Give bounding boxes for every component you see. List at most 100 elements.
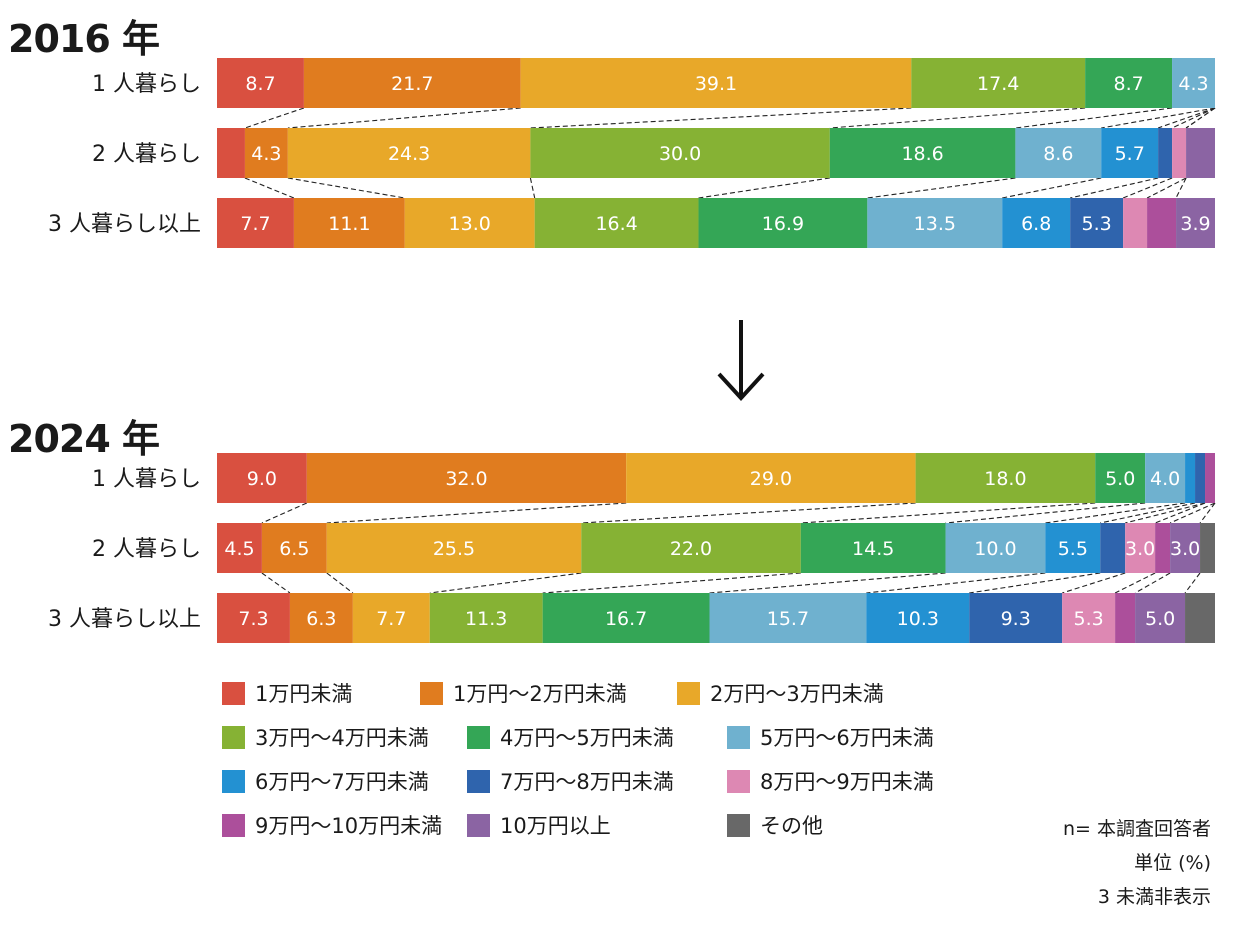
data-label: 5.0 [1105,468,1135,490]
category-label: 1 人暮らし [92,72,201,97]
bar-segment [1147,198,1177,248]
data-label: 5.7 [1115,143,1145,165]
legend-swatch [467,813,490,837]
data-label: 11.1 [328,213,370,235]
bar-segment [542,593,710,643]
data-label: 25.5 [433,538,475,560]
data-label: 9.3 [1001,608,1031,630]
legend-label: 6万円〜7万円未満 [255,770,429,794]
data-label: 5.3 [1073,608,1103,630]
connector-line [530,107,912,129]
data-label: 10.3 [897,608,939,630]
data-label: 6.8 [1021,213,1051,235]
legend-item: 1万円未満 [222,678,352,708]
bar-segment [217,593,290,643]
data-label: 24.3 [388,143,430,165]
connector-line [1157,107,1216,129]
bar-segment [1100,523,1126,573]
data-label: 16.4 [595,213,637,235]
connector-line [866,572,1046,594]
bar-segment [1015,128,1102,178]
bar-segment [911,58,1086,108]
bar-segment [217,453,307,503]
bar-segment [303,58,521,108]
legend-item: 2万円〜3万円未満 [677,678,884,708]
legend-label: 1万円〜2万円未満 [453,682,627,706]
connector-line [261,572,291,594]
legend-label: その他 [760,814,823,838]
bar-segment [1172,58,1215,108]
data-label: 21.7 [391,73,433,95]
connector-line [1134,572,1171,594]
legend-item: 6万円〜7万円未満 [222,766,429,796]
bar-segment [530,128,830,178]
bar-segment [581,523,801,573]
bar-segment [1070,198,1124,248]
connector-line [429,572,582,594]
notes: n= 本調査回答者 単位 (%) 3 未満非表示 [1063,812,1211,914]
data-label: 39.1 [695,73,737,95]
bar-segment [1062,593,1116,643]
bar-segment [534,198,699,248]
legend-label: 3万円〜4万円未満 [255,726,429,750]
bar-segment [1185,593,1215,643]
connector-line [244,177,295,199]
data-label: 15.7 [767,608,809,630]
data-label: 8.6 [1043,143,1073,165]
connector-line [1125,502,1206,524]
hidden-note: 3 未満非表示 [1097,886,1211,908]
legend-swatch [467,769,490,793]
bar-segment [287,128,531,178]
data-label: 13.0 [449,213,491,235]
legend-label: 10万円以上 [500,814,611,838]
legend-label: 5万円〜6万円未満 [760,726,934,750]
chart-title-2024: 2024 年 [8,417,160,461]
bar-segment [800,523,946,573]
connector-line [1015,107,1173,129]
connector-line [1122,177,1173,199]
connector-line [581,502,916,524]
data-label: 7.7 [240,213,270,235]
data-label: 8.7 [1113,73,1143,95]
legend-swatch [727,769,750,793]
bar-segment [306,453,627,503]
connector-line [529,177,536,199]
bar-segment [1186,128,1215,178]
bar-segment [217,128,245,178]
data-label: 3.0 [1170,538,1200,560]
bar-segment [1195,453,1206,503]
bar-segment [1145,453,1186,503]
category-label: 1 人暮らし [92,467,201,492]
data-label: 5.5 [1058,538,1088,560]
connector-line [1062,572,1126,594]
legend-label: 1万円未満 [255,682,353,706]
data-label: 22.0 [670,538,712,560]
data-label: 5.3 [1081,213,1111,235]
legend-label: 8万円〜9万円未満 [760,770,934,794]
bar-segment [1101,128,1159,178]
bar-segment [1170,523,1201,573]
bar-segment [1205,453,1215,503]
connector-line [709,572,946,594]
data-label: 13.5 [914,213,956,235]
unit-note: 単位 (%) [1134,852,1211,874]
bar-segment [1135,593,1186,643]
bar-segment [1123,198,1148,248]
legend-item: その他 [727,810,823,840]
bar-segment [261,523,327,573]
bar-segment [829,128,1016,178]
connector-line [244,107,305,129]
connector-line [261,502,308,524]
bar-segment [626,453,916,503]
down-arrow-icon [717,320,765,401]
bar-segment [1176,198,1215,248]
data-label: 3.0 [1125,538,1155,560]
data-label: 11.3 [465,608,507,630]
bar-segment [969,593,1063,643]
legend-item: 10万円以上 [467,810,611,840]
bar-segment [698,198,868,248]
data-label: 7.3 [238,608,268,630]
data-label: 14.5 [852,538,894,560]
legend-label: 2万円〜3万円未満 [710,682,884,706]
